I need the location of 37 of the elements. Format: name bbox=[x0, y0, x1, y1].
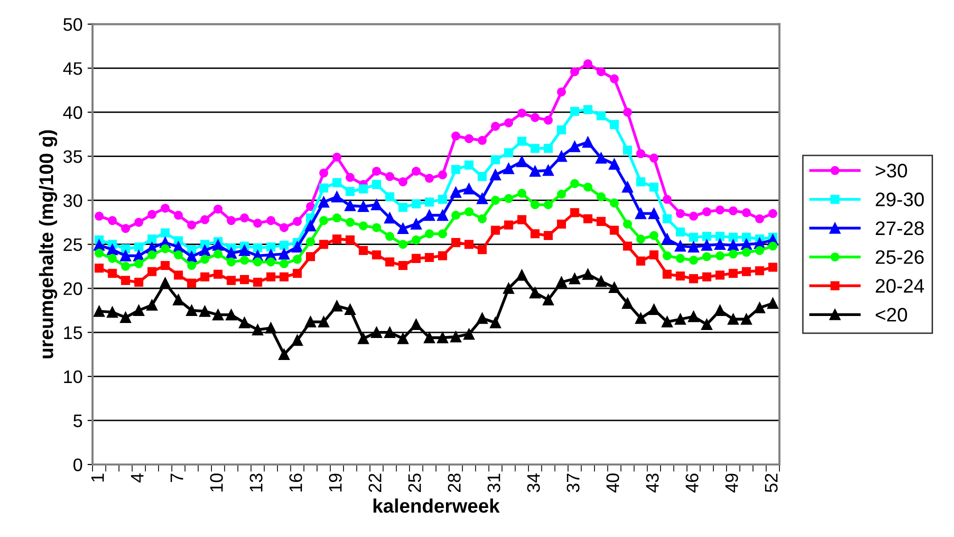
legend-label: <20 bbox=[876, 308, 908, 322]
x-tick-label: 4 bbox=[131, 473, 144, 482]
legend-label: 27-28 bbox=[876, 221, 924, 236]
y-tick-label: 0 bbox=[73, 458, 82, 472]
y-tick-label: 10 bbox=[64, 370, 82, 384]
x-tick-label: 34 bbox=[527, 473, 540, 492]
x-tick-label: 13 bbox=[250, 474, 262, 492]
y-tick-label: 5 bbox=[73, 414, 82, 428]
x-tick-label: 52 bbox=[764, 474, 778, 492]
y-tick-label: 15 bbox=[64, 326, 82, 340]
x-tick-label: 28 bbox=[448, 474, 461, 492]
x-tick-label: 7 bbox=[170, 474, 184, 482]
legend-label: 29-30 bbox=[876, 192, 924, 206]
x-tick-label: 49 bbox=[725, 474, 738, 493]
y-tick-label: 35 bbox=[63, 150, 82, 163]
x-tick-label: 25 bbox=[408, 474, 422, 492]
y-tick-label: 20 bbox=[64, 282, 82, 296]
y-tick-label: 40 bbox=[63, 106, 82, 119]
x-tick-label: 46 bbox=[686, 474, 698, 493]
x-axis-title: kalenderweek bbox=[374, 498, 500, 513]
x-tick-label: 37 bbox=[566, 474, 580, 492]
x-tick-label: 31 bbox=[487, 474, 500, 492]
legend-label: >30 bbox=[876, 164, 908, 178]
legend-label: 25-26 bbox=[876, 250, 924, 264]
y-tick-label: 45 bbox=[63, 62, 82, 75]
legend-label: 20-24 bbox=[876, 279, 924, 293]
y-tick-label: 25 bbox=[64, 238, 82, 252]
x-tick-label: 40 bbox=[606, 474, 620, 493]
x-tick-label: 16 bbox=[289, 474, 302, 492]
y-tick-label: 30 bbox=[63, 194, 82, 208]
x-tick-label: 43 bbox=[646, 474, 659, 493]
x-tick-label: 1 bbox=[91, 474, 104, 482]
x-tick-label: 19 bbox=[328, 474, 342, 492]
x-tick-label: 10 bbox=[210, 474, 223, 492]
x-tick-label: 22 bbox=[368, 474, 382, 492]
y-axis-title: ureumgehalte (mg/100 g) bbox=[38, 130, 58, 358]
y-tick-label: 50 bbox=[63, 18, 82, 31]
